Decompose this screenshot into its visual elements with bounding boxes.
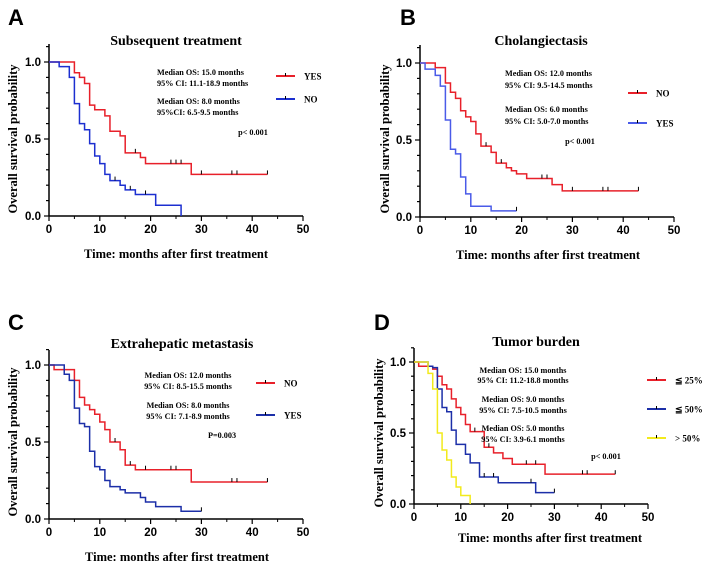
x-axis-label: Time: months after first treatment	[458, 531, 643, 545]
x-tick-label: 50	[668, 225, 681, 237]
legend-label-0: ≦ 25%	[675, 376, 703, 386]
y-axis-label: Overall survival probability	[6, 367, 20, 517]
x-tick-label: 10	[464, 225, 477, 237]
median-os-annotation: 95% CI: 8.5-15.5 months	[144, 382, 232, 391]
median-os-annotation: 95% CI: 5.0-7.0 months	[505, 117, 588, 126]
x-tick-label: 0	[46, 527, 52, 539]
survival-curve-1	[420, 62, 517, 212]
legend-label-1: ≦ 50%	[675, 405, 703, 415]
y-tick-label: 1.0	[25, 57, 41, 69]
survival-curve-1	[49, 364, 202, 513]
y-tick-label: 0.0	[396, 212, 412, 224]
chart-title: Cholangiectasis	[494, 34, 588, 49]
y-tick-label: 0.0	[390, 499, 406, 511]
survival-curve-0	[49, 61, 268, 176]
median-os-annotation: Median OS: 12.0 months	[145, 371, 232, 380]
x-tick-label: 20	[501, 512, 514, 524]
legend-label-1: YES	[656, 119, 674, 129]
median-os-annotation: Median OS: 8.0 months	[157, 97, 240, 106]
x-tick-label: 30	[195, 224, 208, 236]
x-tick-label: 0	[411, 512, 417, 524]
median-os-annotation: 95%CI: 6.5-9.5 months	[157, 108, 238, 117]
panel-label: B	[400, 5, 416, 30]
y-tick-label: 0.5	[25, 437, 42, 449]
p-value: p< 0.001	[238, 128, 268, 137]
x-tick-label: 40	[595, 512, 608, 524]
x-tick-label: 40	[617, 225, 630, 237]
y-tick-label: 1.0	[390, 357, 406, 369]
legend-label-1: YES	[284, 411, 302, 421]
chart-title: Extrahepatic metastasis	[111, 337, 254, 352]
x-tick-label: 0	[46, 224, 52, 236]
y-axis-label: Overall survival probability	[372, 358, 386, 508]
x-tick-label: 50	[297, 527, 310, 539]
chart-title: Subsequent treatment	[110, 34, 242, 49]
p-value: p< 0.001	[591, 452, 621, 461]
legend-label-0: NO	[656, 89, 670, 99]
y-tick-label: 0.5	[25, 134, 42, 146]
x-tick-label: 40	[246, 527, 259, 539]
p-value: P=0.003	[208, 431, 236, 440]
survival-curve-2	[414, 361, 471, 504]
panel-d: D Tumor burden Time: months after first tr…	[372, 310, 703, 545]
median-os-annotation: Median OS: 12.0 months	[505, 69, 592, 78]
x-tick-label: 30	[548, 512, 561, 524]
x-axis-label: Time: months after first treatment	[85, 550, 270, 564]
y-tick-label: 0.0	[25, 514, 41, 526]
y-axis-label: Overall survival probability	[378, 64, 392, 214]
panel-b: B Cholangiectasis Time: months after first…	[378, 5, 680, 262]
x-tick-label: 10	[93, 527, 106, 539]
panel-label: D	[374, 310, 390, 335]
y-tick-label: 1.0	[25, 360, 41, 372]
median-os-annotation: 95% CI: 9.5-14.5 months	[505, 81, 593, 90]
median-os-annotation: 95% CI: 3.9-6.1 months	[481, 435, 564, 444]
median-os-annotation: 95% CI: 7.1-8.9 months	[146, 412, 229, 421]
legend-label-2: > 50%	[675, 434, 700, 444]
chart-title: Tumor burden	[492, 335, 580, 350]
survival-curve-1	[49, 61, 182, 216]
panel-label: C	[8, 310, 24, 335]
x-axis-label: Time: months after first treatment	[84, 247, 269, 261]
median-os-annotation: 95% CI: 7.5-10.5 months	[479, 406, 567, 415]
median-os-annotation: Median OS: 15.0 months	[480, 366, 567, 375]
median-os-annotation: Median OS: 5.0 months	[482, 424, 565, 433]
x-tick-label: 50	[642, 512, 655, 524]
x-tick-label: 20	[144, 224, 157, 236]
x-tick-label: 10	[454, 512, 467, 524]
y-tick-label: 0.5	[396, 135, 413, 147]
p-value: p< 0.001	[565, 137, 595, 146]
legend-label-0: NO	[284, 379, 298, 389]
x-tick-label: 10	[93, 224, 106, 236]
x-tick-label: 30	[195, 527, 208, 539]
legend-label-1: NO	[304, 95, 318, 105]
y-tick-label: 0.0	[25, 211, 41, 223]
median-os-annotation: 95% CI: 11.2-18.8 months	[477, 376, 568, 385]
x-tick-label: 20	[515, 225, 528, 237]
x-tick-label: 20	[144, 527, 157, 539]
median-os-annotation: Median OS: 9.0 months	[482, 395, 565, 404]
x-axis-label: Time: months after first treatment	[456, 248, 641, 262]
panel-label: A	[8, 5, 24, 30]
x-tick-label: 50	[297, 224, 310, 236]
y-axis-label: Overall survival probability	[6, 64, 20, 214]
panel-a: A Subsequent treatment Time: months after …	[6, 5, 322, 261]
median-os-annotation: Median OS: 8.0 months	[147, 401, 230, 410]
x-tick-label: 0	[417, 225, 423, 237]
x-tick-label: 30	[566, 225, 579, 237]
survival-curve-1	[414, 361, 555, 494]
y-tick-label: 0.5	[390, 428, 407, 440]
panel-c: C Extrahepatic metastasis Time: months aft…	[6, 310, 309, 564]
median-os-annotation: Median OS: 6.0 months	[505, 105, 588, 114]
median-os-annotation: Median OS: 15.0 months	[157, 68, 244, 77]
x-tick-label: 40	[246, 224, 259, 236]
median-os-annotation: 95% CI: 11.1-18.9 months	[157, 79, 248, 88]
survival-curve-0	[420, 62, 639, 192]
legend-label-0: YES	[304, 72, 322, 82]
y-tick-label: 1.0	[396, 58, 412, 70]
